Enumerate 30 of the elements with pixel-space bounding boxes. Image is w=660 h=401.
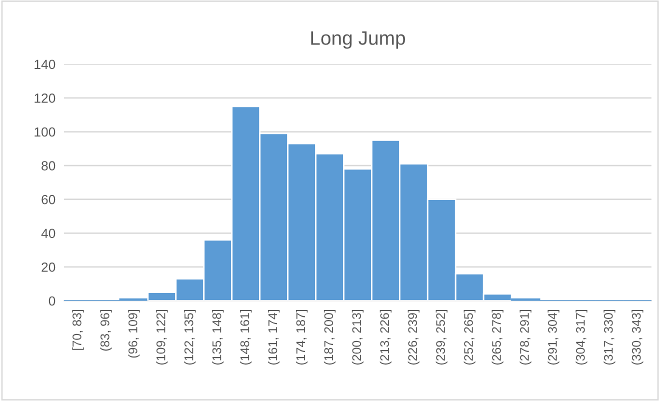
y-tick-label: 80	[42, 161, 56, 170]
chart-title: Long Jump	[311, 31, 406, 49]
x-tick-label: (200, 213]	[352, 310, 364, 365]
x-tick-label: (317, 330]	[604, 310, 616, 365]
x-tick-label: (122, 135]	[184, 310, 196, 365]
x-tick-label: (291, 304]	[548, 310, 560, 365]
x-tick-label: (174, 187]	[296, 310, 308, 365]
x-tick-label: [70, 83]	[72, 310, 84, 350]
x-tick-label: (239, 252]	[436, 310, 448, 365]
x-tick-label: (213, 226]	[380, 310, 392, 365]
x-tick-label: (161, 174]	[268, 310, 280, 365]
x-tick-label: (135, 148]	[212, 310, 224, 365]
x-tick-label: (187, 200]	[324, 310, 336, 365]
y-tick-label: 120	[34, 94, 56, 103]
y-tick-label: 100	[34, 127, 56, 137]
x-tick-label: (278, 291]	[520, 310, 532, 365]
y-tick-label: 0	[48, 296, 56, 306]
x-tick-label: (304, 317]	[576, 310, 588, 365]
y-tick-label: 20	[42, 262, 56, 272]
x-tick-label: (265, 278]	[492, 310, 504, 365]
x-tick-label: (109, 122]	[156, 310, 168, 365]
x-tick-label: (148, 161]	[240, 310, 252, 365]
y-tick-label: 60	[42, 194, 56, 204]
x-tick-label: (226, 239]	[408, 310, 420, 365]
x-tick-label: (252, 265]	[464, 310, 476, 365]
y-tick-label: 140	[34, 60, 56, 70]
y-tick-label: 40	[41, 228, 56, 238]
x-tick-label: (96, 109]	[128, 310, 140, 358]
x-tick-label: (330, 343]	[632, 310, 644, 365]
x-tick-label: (83, 96]	[100, 310, 112, 351]
